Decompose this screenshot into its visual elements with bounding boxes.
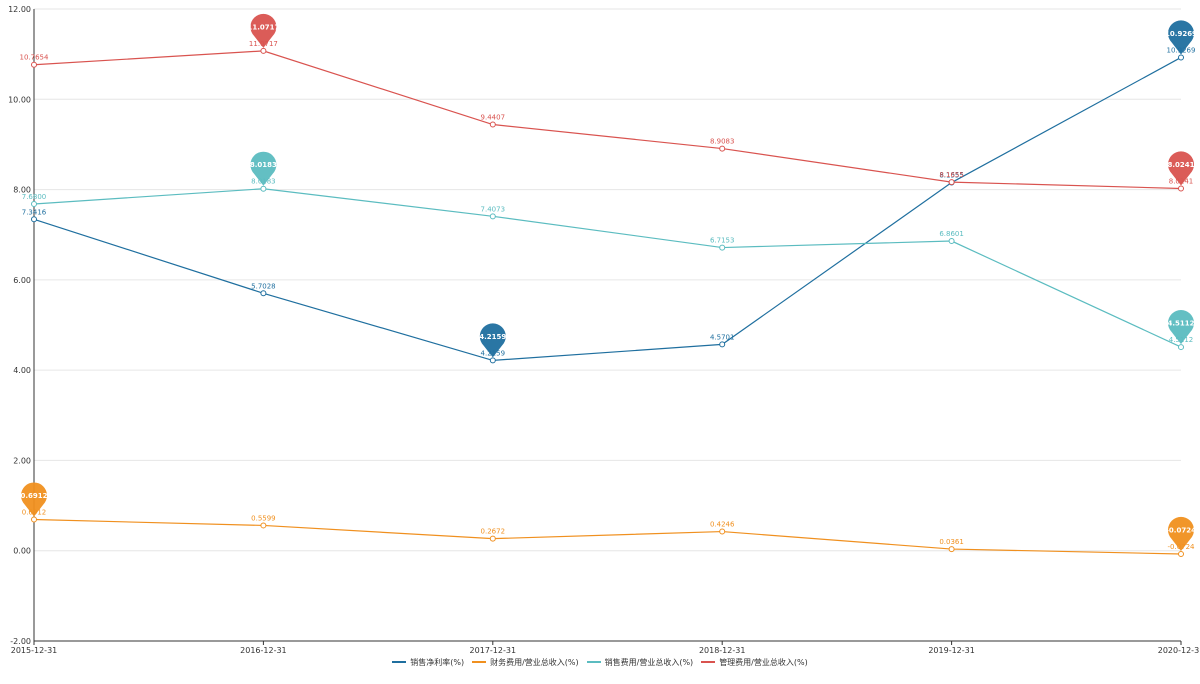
data-label: 0.4246 xyxy=(710,521,735,529)
data-label: 0.2672 xyxy=(481,528,506,536)
data-label: 7.6800 xyxy=(22,193,47,201)
series-line xyxy=(33,50,1182,190)
pin-marker-label: 4.2159 xyxy=(479,333,506,341)
data-point xyxy=(719,145,726,152)
data-label: 7.3416 xyxy=(22,208,47,216)
data-point xyxy=(489,357,496,364)
legend-label: 销售净利率(%) xyxy=(410,657,465,667)
data-point xyxy=(489,213,496,220)
y-tick-label: 8.00 xyxy=(13,186,31,195)
data-label: 0.0361 xyxy=(939,538,964,546)
data-point xyxy=(719,528,726,535)
data-point xyxy=(489,121,496,128)
data-point xyxy=(489,535,496,542)
pin-marker xyxy=(21,482,47,517)
y-tick-label: -2.00 xyxy=(10,637,31,646)
y-tick-label: 6.00 xyxy=(13,276,31,285)
data-label: 4.5701 xyxy=(710,333,735,341)
legend-item[interactable]: 财务费用/营业总收入(%) xyxy=(472,657,579,668)
pin-marker-label: 8.0241 xyxy=(1167,161,1194,169)
data-point xyxy=(260,522,267,529)
legend-item[interactable]: 销售净利率(%) xyxy=(392,657,464,668)
legend-swatch xyxy=(392,661,407,663)
data-point xyxy=(948,546,955,553)
data-point xyxy=(1178,344,1184,351)
y-tick-label: 12.00 xyxy=(8,5,31,14)
x-tick-label: 2017-12-31 xyxy=(470,646,517,655)
x-tick-label: 2018-12-31 xyxy=(699,646,746,655)
y-tick-label: 4.00 xyxy=(13,366,31,375)
pin-marker-label: 11.0717 xyxy=(247,23,279,31)
y-tick-label: 0.00 xyxy=(13,547,31,556)
pin-marker-label: 10.9269 xyxy=(1165,30,1197,38)
pin-marker-label: 0.6912 xyxy=(20,492,47,500)
data-point xyxy=(719,244,726,251)
pin-marker xyxy=(479,323,506,358)
data-point xyxy=(1178,550,1184,557)
y-tick-label: 2.00 xyxy=(13,456,31,465)
data-point xyxy=(1178,54,1184,61)
pin-marker-label: 8.0183 xyxy=(250,161,277,169)
data-point xyxy=(260,185,267,192)
data-point xyxy=(1178,185,1184,192)
series-line xyxy=(33,518,1182,555)
legend-label: 销售费用/营业总收入(%) xyxy=(604,657,694,667)
data-point xyxy=(948,179,955,186)
x-tick-label: 2015-12-31 xyxy=(11,646,58,655)
data-label: 5.7028 xyxy=(251,282,276,290)
pin-marker xyxy=(250,151,277,186)
data-point xyxy=(31,516,37,523)
data-label: 8.1555 xyxy=(939,172,964,180)
legend-label: 管理费用/营业总收入(%) xyxy=(719,657,808,667)
data-point xyxy=(719,341,726,348)
data-point xyxy=(31,61,37,68)
data-label: 10.7654 xyxy=(20,54,49,62)
legend-swatch xyxy=(472,661,487,663)
y-tick-label: 10.00 xyxy=(8,95,31,104)
pin-marker xyxy=(1168,516,1195,551)
legend-item[interactable]: 销售费用/营业总收入(%) xyxy=(586,657,694,668)
data-label: 9.4407 xyxy=(481,114,506,122)
chart-legend: 销售净利率(%) 财务费用/营业总收入(%) 销售费用/营业总收入(%) 管理费用/营… xyxy=(0,656,1200,668)
pin-marker xyxy=(1168,20,1195,55)
data-label: 8.9083 xyxy=(710,138,735,146)
data-point xyxy=(31,201,37,208)
legend-swatch xyxy=(701,661,716,663)
data-point xyxy=(260,47,267,54)
series-line xyxy=(33,188,1182,348)
data-point xyxy=(31,216,37,223)
pin-marker-label: -0.0724 xyxy=(1166,526,1196,534)
series-line xyxy=(33,56,1182,362)
data-label: 6.7153 xyxy=(710,237,735,245)
legend-label: 财务费用/营业总收入(%) xyxy=(490,657,579,667)
data-label: 7.4073 xyxy=(481,205,506,213)
data-point xyxy=(948,238,955,245)
pin-marker xyxy=(250,13,277,48)
x-tick-label: 2020-12-31 xyxy=(1158,646,1200,655)
pin-marker xyxy=(1168,310,1195,345)
x-tick-label: 2019-12-31 xyxy=(928,646,975,655)
legend-item[interactable]: 管理费用/营业总收入(%) xyxy=(701,657,808,668)
data-label: 0.5599 xyxy=(251,514,276,522)
pin-marker xyxy=(1168,151,1195,186)
data-label: 8.1655 xyxy=(939,171,964,179)
data-point xyxy=(260,290,267,297)
x-tick-label: 2016-12-31 xyxy=(240,646,287,655)
data-label: 6.8601 xyxy=(939,230,964,238)
pin-marker-label: 4.5112 xyxy=(1167,320,1194,328)
legend-swatch xyxy=(586,661,601,663)
